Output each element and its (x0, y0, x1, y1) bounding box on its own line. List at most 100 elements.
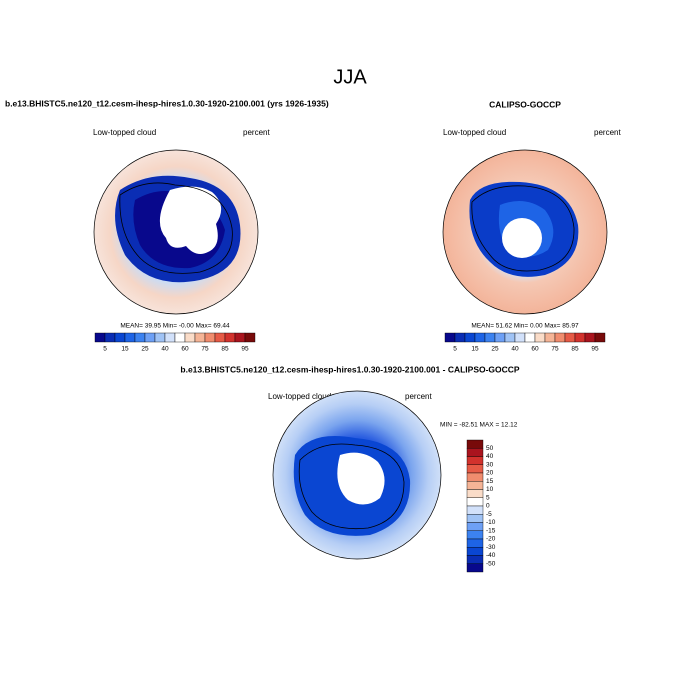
colorbar-label: 5 (103, 346, 107, 353)
right-label: percent (243, 128, 270, 137)
colorbar-label: 40 (161, 346, 169, 353)
colorbar-box (184, 332, 196, 343)
colorbar-label: 75 (551, 346, 559, 353)
colorbar-label: -5 (486, 511, 492, 518)
colorbar-box (514, 332, 526, 343)
colorbar-box (534, 332, 546, 343)
stats: MEAN= 39.95 Min= -0.00 Max= 69.44 (120, 323, 230, 330)
colorbar-box (444, 332, 456, 343)
colorbar-box (114, 332, 126, 343)
map (94, 150, 258, 314)
colorbar-label: 95 (241, 346, 249, 353)
colorbar-box (544, 332, 556, 343)
colorbar-label: 5 (453, 346, 457, 353)
colorbar-box (504, 332, 516, 343)
colorbar-label: 15 (486, 478, 494, 485)
colorbar-box (466, 472, 484, 482)
colorbar-box (466, 456, 484, 465)
colorbar-box (594, 332, 606, 343)
left-label: Low-topped cloud (268, 392, 331, 401)
colorbar-box (466, 514, 484, 523)
panel-title: b.e13.BHISTC5.ne120_t12.cesm-ihesp-hires… (5, 98, 329, 108)
colorbar-box (214, 332, 226, 343)
map (273, 391, 441, 559)
figure-title: JJA (333, 66, 367, 88)
colorbar-label: -30 (486, 544, 496, 551)
colorbar-label: 60 (531, 346, 539, 353)
colorbar-box (574, 332, 586, 343)
colorbar-label: 5 (486, 494, 490, 501)
map-border (442, 149, 608, 315)
colorbar-box (94, 332, 106, 343)
colorbar-label: 10 (486, 486, 494, 493)
colorbar: 5 15 25 40 60 75 85 95 (444, 332, 606, 353)
colorbar-label: 30 (486, 461, 494, 468)
colorbar-box (244, 332, 256, 343)
colorbar-box (564, 332, 576, 343)
colorbar-box (466, 538, 484, 548)
colorbar-box (524, 332, 536, 343)
map-border (272, 390, 442, 560)
colorbar-box (554, 332, 566, 343)
colorbar-box (466, 522, 484, 531)
colorbar-box (134, 332, 146, 343)
colorbar-label: -15 (486, 527, 496, 534)
colorbar-label: -40 (486, 552, 496, 559)
colorbar-label: 85 (571, 346, 579, 353)
colorbar-box (154, 332, 166, 343)
colorbar-box (466, 439, 484, 449)
colorbar-box (466, 497, 484, 507)
colorbar-box (224, 332, 236, 343)
colorbar-label: 75 (201, 346, 209, 353)
colorbar-label: -20 (486, 536, 496, 543)
colorbar-box (466, 505, 484, 515)
colorbar-box (454, 332, 466, 343)
colorbar-box (466, 530, 484, 540)
stats: MIN = -82.51 MAX = 12.12 (440, 422, 518, 429)
map-border (93, 149, 259, 315)
colorbar-box (584, 332, 596, 343)
right-label: percent (405, 392, 432, 401)
colorbar-label: -10 (486, 519, 496, 526)
panel-title: b.e13.BHISTC5.ne120_t12.cesm-ihesp-hires… (180, 364, 520, 374)
colorbar-box (164, 332, 176, 343)
colorbar-box (466, 555, 484, 564)
colorbar-box (466, 563, 484, 573)
right-label: percent (594, 128, 621, 137)
colorbar-label: 15 (471, 346, 479, 353)
colorbar-box (144, 332, 156, 343)
colorbar-label: 20 (486, 470, 494, 477)
colorbar-box (194, 332, 206, 343)
colorbar-box (484, 332, 496, 343)
colorbar-box (464, 332, 476, 343)
colorbar-box (466, 489, 484, 498)
panel-title: CALIPSO-GOCCP (489, 99, 561, 109)
colorbar-label: 25 (491, 346, 499, 353)
colorbar-box (466, 547, 484, 556)
colorbar-box (466, 448, 484, 457)
colorbar: 5 15 25 40 60 75 85 95 (94, 332, 256, 353)
left-label: Low-topped cloud (93, 128, 156, 137)
colorbar-box (466, 481, 484, 490)
colorbar-label: 0 (486, 503, 490, 510)
colorbar-box (124, 332, 136, 343)
colorbar-box (204, 332, 216, 343)
colorbar-box (474, 332, 486, 343)
colorbar-box (494, 332, 506, 343)
stats: MEAN= 51.62 Min= 0.00 Max= 85.97 (471, 323, 579, 330)
colorbar-label: -50 (486, 560, 496, 567)
colorbar-label: 60 (181, 346, 189, 353)
colorbar-box (174, 332, 186, 343)
map (443, 150, 607, 314)
colorbar-label: 85 (221, 346, 229, 353)
colorbar-label: 40 (511, 346, 519, 353)
colorbar-box (466, 464, 484, 474)
colorbar-label: 50 (486, 445, 494, 452)
colorbar-label: 40 (486, 453, 494, 460)
colorbar-label: 25 (141, 346, 149, 353)
colorbar-label: 15 (121, 346, 129, 353)
left-label: Low-topped cloud (443, 128, 506, 137)
colorbar-box (234, 332, 246, 343)
